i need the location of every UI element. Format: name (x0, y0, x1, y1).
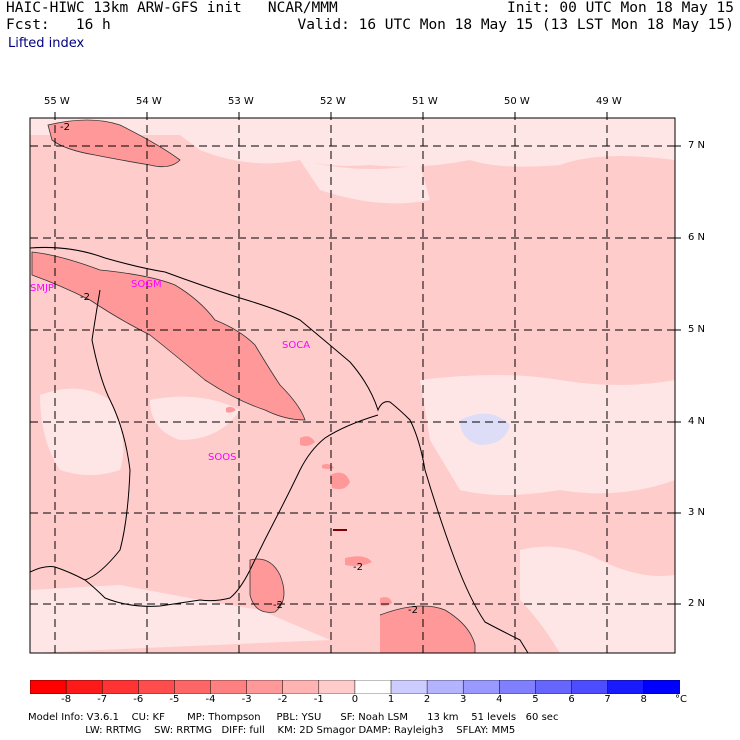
model-info-line1: Model Info: V3.6.1 CU: KF MP: Thompson P… (28, 712, 559, 723)
colorbar-tick-label: 8 (640, 694, 647, 705)
station-soca: SOCA (282, 340, 311, 351)
init-time: Init: 00 UTC Mon 18 May 15 (507, 0, 734, 16)
lon-label: 55 W (44, 96, 70, 107)
graticule (30, 118, 675, 653)
lat-label: 5 N (688, 324, 706, 335)
colorbar-swatch (571, 680, 609, 694)
colorbar-tick-label: 3 (460, 694, 467, 705)
colorbar-tick-label: -4 (205, 694, 216, 705)
colorbar-swatch (101, 680, 140, 694)
colorbar-swatch (499, 680, 537, 694)
lon-label: 50 W (504, 96, 530, 107)
colorbar-tick-label: 0 (351, 694, 359, 705)
lat-label: 6 N (688, 232, 706, 243)
lon-label: 53 W (228, 96, 254, 107)
lat-label: 2 N (688, 598, 706, 609)
colorbar-tick-label: -3 (241, 694, 252, 705)
colorbar-swatch (318, 680, 356, 694)
contour-label: -2 (353, 562, 363, 573)
colorbar-tick-label: 5 (532, 694, 539, 705)
map-frame (29, 117, 676, 654)
colorbar (30, 680, 680, 694)
lat-label: 7 N (688, 140, 706, 151)
lat-label: 3 N (688, 507, 706, 518)
contour-label: -2 (408, 605, 418, 616)
colorbar-swatch (210, 680, 248, 694)
model-info-line2: LW: RRTMG SW: RRTMG DIFF: full KM: 2D Sm… (28, 725, 516, 736)
colorbar-tick-label: 7 (604, 694, 611, 705)
colorbar-swatch (246, 680, 284, 694)
colorbar-tick-label: -7 (97, 694, 108, 705)
field-name: Lifted index (8, 36, 85, 51)
colorbar-swatch (30, 680, 67, 694)
valid-time: Valid: 16 UTC Mon 18 May 15 (13 LST Mon … (297, 17, 735, 33)
colorbar-swatch (643, 680, 680, 694)
colorbar-tick-label: -8 (61, 694, 72, 705)
contour-label: -2 (60, 122, 70, 133)
colorbar-tick-label: -6 (133, 694, 144, 705)
colorbar-swatch (174, 680, 212, 694)
model-title: HAIC-HIWC 13km ARW-GFS init NCAR/MMM (6, 0, 338, 16)
colorbar-swatch (607, 680, 645, 694)
colorbar-swatch (390, 680, 428, 694)
colorbar-swatch (426, 680, 464, 694)
colorbar-swatch (462, 680, 501, 694)
station-smjp: SMJP (30, 283, 54, 294)
colorbar-swatch (282, 680, 320, 694)
contour-label: -2 (273, 600, 283, 611)
colorbar-unit: °C (675, 694, 687, 705)
station-sogm: SOGM (131, 279, 162, 290)
lat-label: 4 N (688, 416, 706, 427)
lon-label: 49 W (596, 96, 622, 107)
colorbar-tick-label: 2 (423, 694, 431, 705)
colorbar-swatch (65, 680, 103, 694)
lon-label: 52 W (320, 96, 346, 107)
colorbar-tick-label: -1 (313, 694, 324, 705)
lon-label: 54 W (136, 96, 162, 107)
colorbar-swatch (354, 680, 392, 694)
colorbar-tick-label: 6 (568, 694, 575, 705)
lon-label: 51 W (412, 96, 438, 107)
colorbar-swatch (138, 680, 176, 694)
contour-label: -2 (80, 292, 90, 303)
colorbar-tick-label: -2 (277, 694, 288, 705)
forecast-hour: Fcst: 16 h (6, 17, 111, 33)
colorbar-tick-label: 1 (387, 694, 395, 705)
colorbar-tick-label: -5 (169, 694, 180, 705)
colorbar-tick-label: 4 (496, 694, 503, 705)
colorbar-swatch (535, 680, 573, 694)
shaded-field (30, 118, 675, 653)
station-soos: SOOS (208, 452, 237, 463)
